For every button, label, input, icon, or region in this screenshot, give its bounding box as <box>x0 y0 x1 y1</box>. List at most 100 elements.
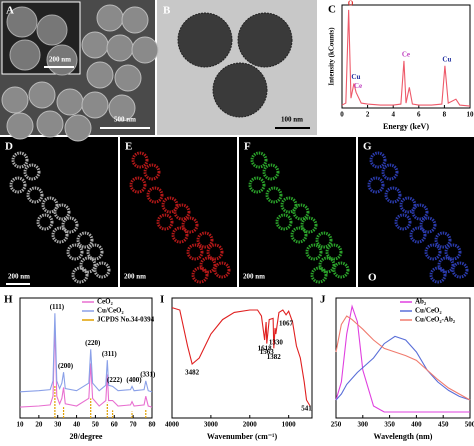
sphere <box>161 196 179 214</box>
scale-text: 500 nm <box>114 116 136 124</box>
sphere <box>64 114 92 142</box>
legend-label: JCPDS No.34-0394 <box>97 316 155 324</box>
annotation: 1382 <box>267 353 282 361</box>
sphere <box>131 36 159 64</box>
x-axis-label: Wavenumber (cm⁻¹) <box>207 432 278 441</box>
x-tick-label: 20 <box>35 421 43 429</box>
panel-label: J <box>320 294 326 306</box>
data-line <box>335 335 471 401</box>
x-tick-label: 250 <box>331 421 342 429</box>
annotation: (111) <box>50 303 65 311</box>
panel-label: C <box>328 4 336 16</box>
sphere <box>181 216 199 234</box>
sphere <box>394 213 412 231</box>
image-d <box>0 137 118 287</box>
x-tick-label: 1000 <box>282 421 297 429</box>
sphere <box>409 226 427 244</box>
sphere <box>171 226 189 244</box>
sphere <box>121 6 149 34</box>
sphere <box>384 186 402 204</box>
sphere <box>1 86 29 114</box>
sphere <box>206 243 224 261</box>
data-line <box>19 313 153 393</box>
data-line <box>171 307 311 407</box>
sphere <box>196 231 214 249</box>
legend-label: Cu/CeO₂-Ab₂ <box>415 316 455 324</box>
panel-label: C <box>328 4 336 16</box>
annotation: 1563 <box>260 348 275 356</box>
sphere <box>367 176 385 194</box>
sphere <box>81 31 109 59</box>
data-line <box>341 9 471 107</box>
x-tick-label: 3000 <box>204 421 219 429</box>
x-tick-label: 350 <box>384 421 395 429</box>
sphere <box>419 216 437 234</box>
sphere <box>305 243 323 261</box>
legend-label: Ab₂ <box>415 298 426 306</box>
x-tick-label: 2000 <box>243 421 258 429</box>
sphere <box>173 203 191 221</box>
sphere <box>275 213 293 231</box>
annotation: (331) <box>140 371 156 379</box>
sphere <box>332 261 350 279</box>
sphere <box>290 226 308 244</box>
sphere <box>93 261 111 279</box>
plot-frame <box>341 4 471 109</box>
annotation: O <box>348 0 354 8</box>
sphere <box>66 243 84 261</box>
panel-label: G <box>363 141 372 153</box>
sphere <box>292 203 310 221</box>
plot-frame <box>19 297 153 419</box>
sphere <box>9 176 27 194</box>
panel-label: H <box>4 294 13 306</box>
sphere <box>429 266 447 284</box>
sphere <box>146 186 164 204</box>
x-tick-label: 4 <box>391 111 395 119</box>
x-tick-label: 50 <box>92 421 100 429</box>
sphere <box>61 216 79 234</box>
annotation: 3482 <box>185 369 200 377</box>
sphere <box>56 88 84 116</box>
x-tick-label: 2 <box>366 111 370 119</box>
sphere <box>280 196 298 214</box>
sphere <box>9 39 41 71</box>
image-f <box>239 137 356 287</box>
panel-bg <box>318 290 474 446</box>
annotation: Cu <box>351 73 360 81</box>
sphere <box>212 62 268 118</box>
sphere <box>106 34 134 62</box>
sphere <box>114 64 142 92</box>
sphere <box>36 110 64 138</box>
plot-frame <box>335 297 471 419</box>
panel-bg <box>0 290 156 446</box>
sphere <box>36 14 68 46</box>
x-axis-label: Wavelength (nm) <box>374 432 433 441</box>
image-g <box>358 137 474 287</box>
panel-label: D <box>5 141 13 153</box>
sphere <box>250 151 268 169</box>
scale-text: 200 nm <box>49 56 71 64</box>
legend-label: Cu/CeO₂ <box>415 307 442 315</box>
sphere <box>411 203 429 221</box>
sphere <box>71 266 89 284</box>
annotation: (311) <box>102 350 117 358</box>
y-axis-label: Intensity (kCounts) <box>328 27 336 86</box>
sphere <box>434 231 452 249</box>
panel-label: B <box>163 5 171 17</box>
sphere <box>6 112 34 140</box>
sphere <box>131 151 149 169</box>
annotation: 1618 <box>258 345 273 353</box>
x-tick-label: 60 <box>111 421 119 429</box>
x-tick-label: 4000 <box>165 421 180 429</box>
scale-text: 100 nm <box>281 116 303 124</box>
scale-text: 200 nm <box>124 273 146 281</box>
annotation: 541 <box>301 405 312 413</box>
sphere <box>86 61 114 89</box>
annotation: Ce <box>402 51 410 59</box>
x-tick-label: 80 <box>149 421 157 429</box>
sphere <box>381 163 399 181</box>
sphere <box>451 261 469 279</box>
annotation: (200) <box>58 362 74 370</box>
